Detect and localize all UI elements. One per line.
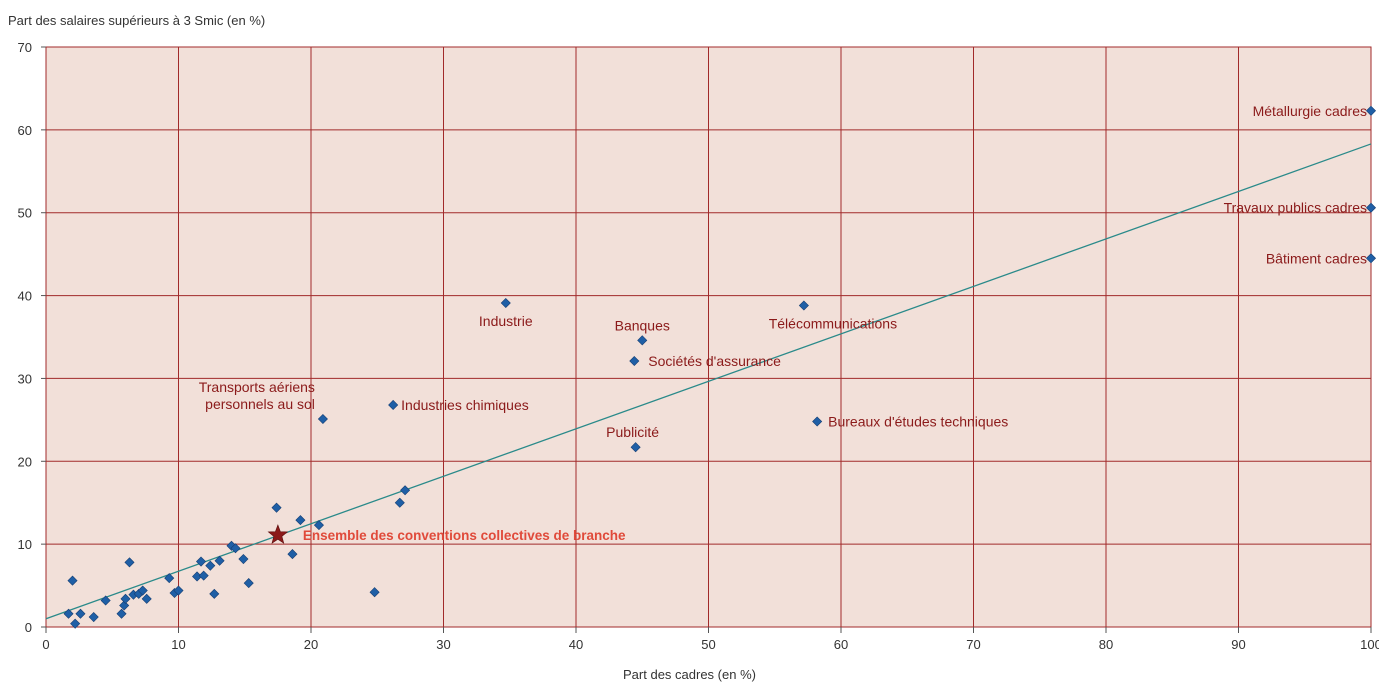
x-tick-label: 10 <box>171 637 185 652</box>
data-point <box>400 485 411 496</box>
point-label: Transports aériens personnels au sol <box>199 379 315 412</box>
data-point <box>313 520 324 531</box>
highlight-star-icon <box>267 524 289 544</box>
point-label: Télécommunications <box>769 316 897 332</box>
data-point <box>369 587 380 598</box>
x-tick-label: 80 <box>1099 637 1113 652</box>
data-point <box>119 600 130 611</box>
point-label: Bureaux d'études techniques <box>828 414 1008 430</box>
data-point <box>120 593 131 604</box>
data-point <box>164 573 175 584</box>
data-point <box>629 356 640 367</box>
data-point <box>173 585 184 596</box>
point-label: Industries chimiques <box>401 397 529 413</box>
point-label: Publicité <box>606 424 659 440</box>
data-point <box>214 555 225 566</box>
point-labels: Métallurgie cadres Travaux publics cadres… <box>199 103 1367 440</box>
y-axis-ticks: 0 10 20 30 40 50 60 70 <box>18 40 46 635</box>
y-tick-label: 60 <box>18 123 32 138</box>
data-point <box>63 608 74 619</box>
data-point <box>798 300 809 311</box>
point-label: Industrie <box>479 313 533 329</box>
x-tick-label: 50 <box>701 637 715 652</box>
data-point <box>295 515 306 526</box>
x-tick-label: 70 <box>966 637 980 652</box>
point-label: Sociétés d'assurance <box>648 353 781 369</box>
y-tick-label: 50 <box>18 206 32 221</box>
data-point <box>100 595 111 606</box>
data-point <box>196 556 207 567</box>
y-tick-label: 30 <box>18 371 32 386</box>
x-tick-label: 100 <box>1360 637 1379 652</box>
data-points <box>63 105 1377 629</box>
data-point <box>388 399 399 410</box>
data-point <box>287 549 298 560</box>
data-point <box>141 593 152 604</box>
y-axis-title: Part des salaires supérieurs à 3 Smic (e… <box>8 13 266 28</box>
y-tick-label: 70 <box>18 40 32 55</box>
x-tick-label: 90 <box>1231 637 1245 652</box>
data-point <box>198 570 209 581</box>
x-tick-label: 60 <box>834 637 848 652</box>
data-point <box>137 585 148 596</box>
highlight-label: Ensemble des conventions collectives de … <box>303 528 626 543</box>
data-point <box>116 608 127 619</box>
x-tick-label: 0 <box>42 637 49 652</box>
data-point <box>205 560 216 571</box>
data-point <box>394 497 405 508</box>
point-label: Métallurgie cadres <box>1253 103 1367 119</box>
highlight-group: Ensemble des conventions collectives de … <box>267 524 626 544</box>
y-tick-label: 0 <box>25 620 32 635</box>
point-label: Travaux publics cadres <box>1224 200 1367 216</box>
data-point <box>271 502 282 513</box>
data-point <box>637 335 648 346</box>
data-point <box>238 554 249 565</box>
point-label: Bâtiment cadres <box>1266 250 1367 266</box>
trendline <box>45 143 1372 620</box>
data-point <box>124 557 135 568</box>
y-tick-label: 20 <box>18 454 32 469</box>
point-label: Banques <box>615 317 670 333</box>
data-point <box>1365 253 1377 264</box>
data-point <box>67 575 78 586</box>
data-point <box>243 578 254 589</box>
x-tick-label: 30 <box>436 637 450 652</box>
data-point <box>209 588 220 599</box>
data-point <box>1365 105 1377 116</box>
x-axis-ticks: 0 10 20 30 40 50 60 70 80 90 100 <box>42 627 1379 652</box>
data-point <box>70 618 81 629</box>
data-point <box>812 416 823 427</box>
data-point <box>500 298 511 309</box>
y-tick-label: 10 <box>18 537 32 552</box>
x-axis-title: Part des cadres (en %) <box>623 667 756 682</box>
data-point <box>75 608 86 619</box>
data-point <box>1365 202 1377 213</box>
data-point <box>317 414 328 425</box>
data-point <box>230 543 241 554</box>
y-tick-label: 40 <box>18 289 32 304</box>
x-tick-label: 40 <box>569 637 583 652</box>
data-point <box>88 612 99 623</box>
data-point <box>630 442 641 453</box>
x-tick-label: 20 <box>304 637 318 652</box>
